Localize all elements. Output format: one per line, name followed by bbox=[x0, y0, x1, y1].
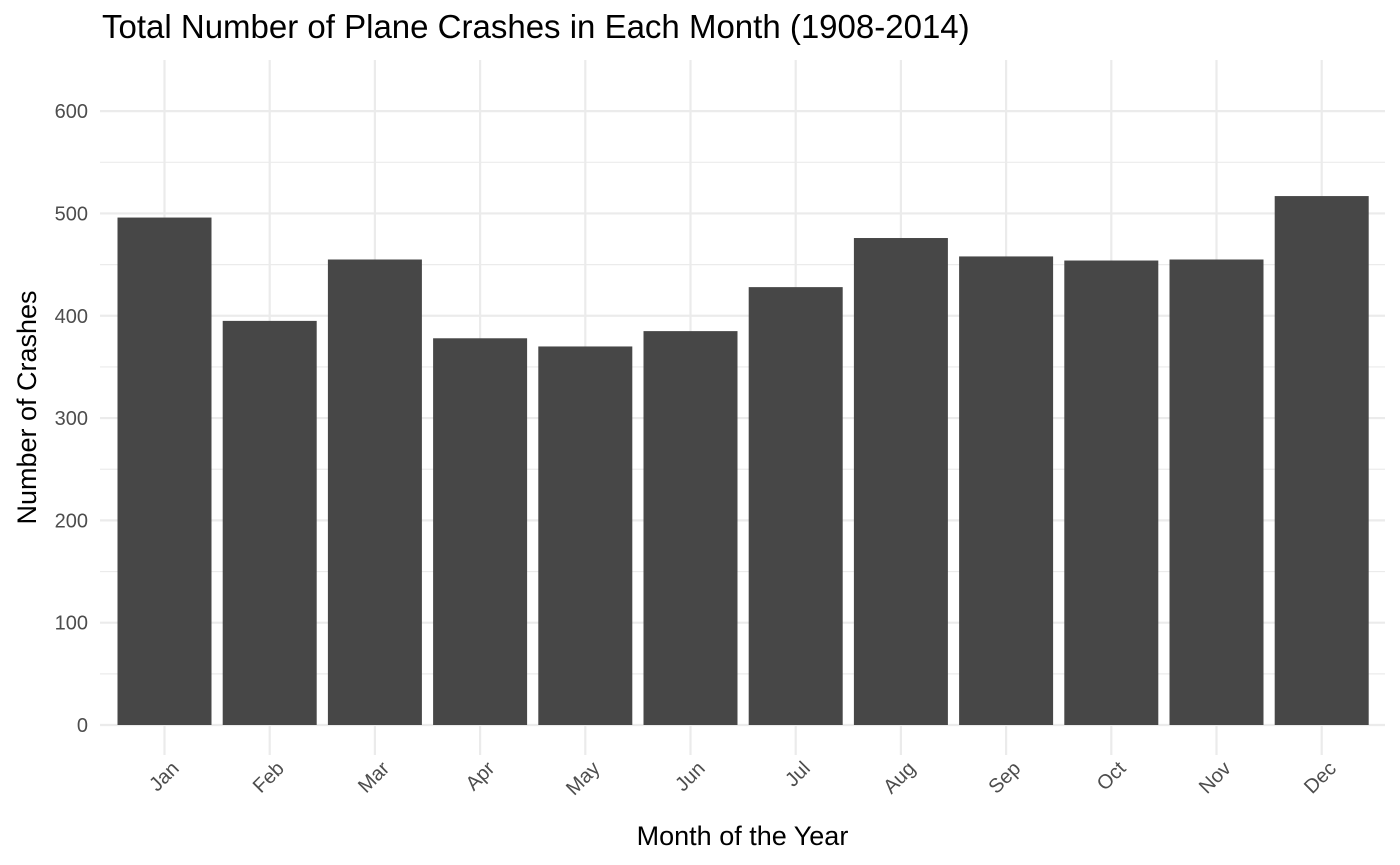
chart-title: Total Number of Plane Crashes in Each Mo… bbox=[102, 8, 970, 45]
bar-may bbox=[538, 346, 633, 725]
y-tick-label: 400 bbox=[55, 306, 88, 328]
y-axis-ticks: 0 100 200 300 400 500 600 bbox=[55, 101, 88, 737]
bar-sep bbox=[959, 256, 1054, 725]
bar-jun bbox=[643, 331, 738, 725]
y-tick-label: 0 bbox=[77, 715, 88, 737]
x-tick-label: Dec bbox=[1300, 758, 1341, 799]
bar-jul bbox=[748, 287, 843, 725]
x-tick-label: Nov bbox=[1195, 758, 1236, 799]
x-tick-label: Aug bbox=[879, 758, 920, 799]
bar-apr bbox=[433, 338, 528, 725]
y-axis-label: Number of Crashes bbox=[12, 290, 42, 524]
bar-feb bbox=[222, 320, 317, 725]
x-tick-label: May bbox=[562, 758, 604, 800]
bar-nov bbox=[1169, 259, 1264, 725]
x-axis-ticks: Jan Feb Mar Apr May Jun Jul Aug Sep Oct Nov Dec bbox=[145, 757, 1341, 800]
bar-jan bbox=[117, 217, 212, 726]
x-tick-label: Jul bbox=[781, 758, 815, 792]
x-tick-label: Oct bbox=[1093, 757, 1131, 795]
bars bbox=[117, 196, 1369, 726]
bar-aug bbox=[853, 238, 948, 725]
x-tick-label: Feb bbox=[249, 758, 289, 798]
y-tick-label: 200 bbox=[55, 510, 88, 532]
bar-oct bbox=[1064, 260, 1159, 725]
bar-mar bbox=[327, 259, 422, 725]
y-tick-label: 100 bbox=[55, 613, 88, 635]
x-tick-label: Apr bbox=[462, 757, 500, 795]
y-tick-label: 600 bbox=[55, 101, 88, 123]
bar-dec bbox=[1274, 196, 1369, 726]
y-tick-label: 500 bbox=[55, 203, 88, 225]
x-tick-label: Sep bbox=[985, 758, 1026, 799]
x-tick-label: Jan bbox=[145, 758, 183, 796]
x-axis-label: Month of the Year bbox=[637, 821, 849, 851]
y-tick-label: 300 bbox=[55, 408, 88, 430]
x-tick-label: Mar bbox=[354, 757, 394, 797]
x-tick-label: Jun bbox=[671, 758, 709, 796]
